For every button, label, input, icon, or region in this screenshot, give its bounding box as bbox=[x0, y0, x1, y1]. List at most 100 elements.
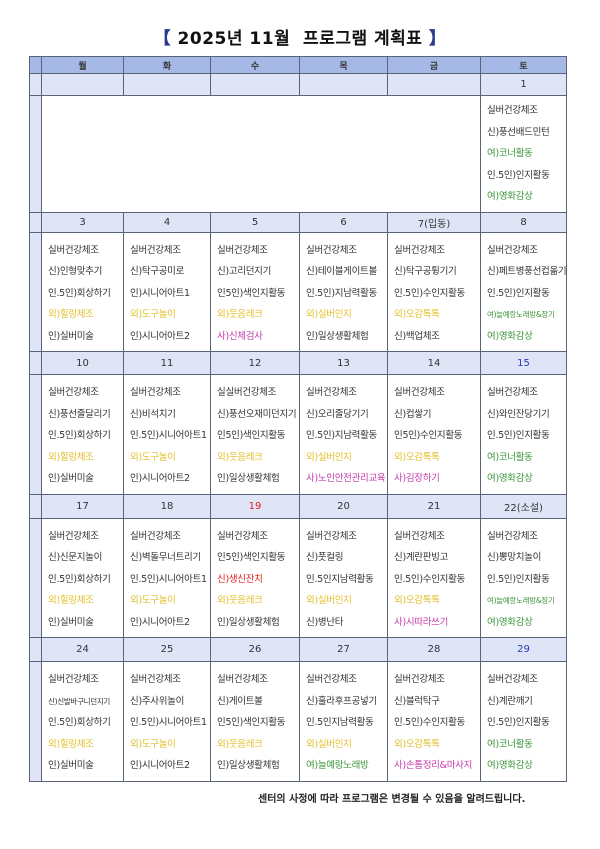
program-item: 인)일상생활체험 bbox=[217, 616, 280, 628]
side-cell bbox=[29, 493, 42, 519]
program-item: 인.5인)회상하기 bbox=[48, 287, 111, 299]
date-row: 3 4 5 6 7(입동) 8 bbox=[29, 211, 567, 233]
side-cell bbox=[29, 351, 42, 375]
empty-days-cell bbox=[41, 95, 481, 213]
weekday-wed: 수 bbox=[210, 56, 300, 74]
date-cell: 10 bbox=[41, 351, 124, 375]
side-cell bbox=[29, 73, 42, 96]
program-item: 인.5인)지남력활동 bbox=[306, 430, 377, 441]
date-cell: 19 bbox=[210, 493, 300, 519]
day-program-cell: 실버건강체조 신)인형맞추기 인.5인)회상하기 외)힐링체조 인)실버미술 bbox=[41, 231, 124, 352]
day-program-cell: 실버건강체조 신)뽕망치놀이 인.5인)인지활동 여)늘예랑노래방&장기 여)영화감상 bbox=[480, 517, 567, 638]
weekday-mon: 월 bbox=[41, 56, 124, 74]
date-cell: 1 bbox=[480, 73, 567, 96]
day-program-cell: 실버건강체조 신)신발바구니던지기 인.5인)회상하기 외)힐링체조 인)실버미술 bbox=[41, 661, 124, 782]
program-item: 사)시따라쓰기 bbox=[394, 616, 449, 628]
title-text: 2025년 11월 프로그램 계획표 bbox=[177, 29, 423, 49]
program-item: 외)오감톡톡 bbox=[394, 451, 440, 463]
program-item: 실버건강체조 bbox=[487, 387, 538, 398]
day-program-cell: 실버건강체조 신)오리줄당기기 인.5인)지남력활동 외)실버인지 사)노인안전관리교육 bbox=[299, 374, 388, 495]
program-item: 외)힐링체조 bbox=[48, 738, 94, 750]
content-row: 실버건강체조 신)인형맞추기 인.5인)회상하기 외)힐링체조 인)실버미술 실버건강체조… bbox=[29, 231, 567, 352]
program-item: 여)늘예랑노래방&장기 bbox=[487, 310, 555, 319]
program-item: 신)병난타 bbox=[306, 616, 344, 628]
program-item: 인)시니어아트2 bbox=[130, 330, 190, 342]
program-item: 실버건강체조 bbox=[306, 387, 357, 398]
program-item: 신)비석치기 bbox=[130, 408, 176, 420]
program-item: 인5인)색인지활동 bbox=[217, 717, 286, 728]
program-item: 신)고리던지기 bbox=[217, 266, 272, 277]
date-row: 24 25 26 27 28 29 bbox=[29, 637, 567, 662]
program-item: 여)영화감상 bbox=[487, 191, 533, 202]
program-item: 신)훌라후프공넣기 bbox=[306, 695, 377, 707]
program-item: 실버건강체조 bbox=[487, 105, 538, 116]
program-item: 인)시니어아트2 bbox=[130, 473, 190, 484]
day-program-cell: 실버건강체조 신)훌라후프공넣기 인.5인지남력활동 외)실버인지 여)늘예랑노래방 bbox=[299, 661, 388, 782]
program-item: 실버건강체조 bbox=[306, 674, 357, 685]
day-program-cell: 실버건강체조 인5인)색인지활동 신)생신잔치 외)웃음레크 인)일상생활체험 bbox=[210, 517, 300, 638]
program-item: 신)신발바구니던지기 bbox=[48, 696, 111, 706]
program-item: 인5인)수인지활동 bbox=[394, 430, 463, 441]
program-item: 신)생신잔치 bbox=[217, 573, 263, 585]
program-item: 신)인형맞추기 bbox=[48, 266, 103, 277]
date-cell: 24 bbox=[41, 637, 124, 662]
program-item: 외)오감톡톡 bbox=[394, 309, 440, 320]
program-item: 인5인)색인지활동 bbox=[217, 430, 286, 441]
content-row: 실버건강체조 신)신문지놀이 인.5인)회상하기 외)힐링체조 인)실버미술 실버건강체조… bbox=[29, 517, 567, 638]
day-program-cell: 실실버건강체조 신)풍선오재미던지기 인5인)색인지활동 외)웃음레크 인)일상생활체험 bbox=[210, 374, 300, 495]
program-item: 인.5인)시니어아트1 bbox=[130, 573, 207, 585]
program-item: 실버건강체조 bbox=[48, 244, 99, 256]
program-item: 외)힐링체조 bbox=[48, 451, 94, 463]
side-cell bbox=[29, 637, 42, 662]
program-item: 인.5인)인지활동 bbox=[487, 169, 550, 181]
side-cell bbox=[29, 374, 42, 495]
program-item: 인)일상생활체험 bbox=[306, 330, 369, 342]
program-item: 인)일상생활체험 bbox=[217, 760, 280, 771]
program-item: 신)벽돌무너트리기 bbox=[130, 552, 201, 563]
program-item: 인.5인)수인지활동 bbox=[394, 573, 465, 585]
program-item: 인5인)색인지활동 bbox=[217, 287, 286, 299]
program-item: 실버건강체조 bbox=[306, 530, 357, 542]
program-item: 인.5인)인지활동 bbox=[487, 430, 550, 441]
weekday-fri: 금 bbox=[387, 56, 481, 74]
program-item: 인)실버미술 bbox=[48, 330, 94, 342]
day-program-cell: 실버건강체조 신)비석치기 인.5인)시니어아트1 외)도구놀이 인)시니어아트2 bbox=[123, 374, 211, 495]
date-cell: 20 bbox=[299, 493, 388, 519]
date-cell: 11 bbox=[123, 351, 211, 375]
program-item: 인.5인)지남력활동 bbox=[306, 287, 377, 299]
program-item: 신)계란판빙고 bbox=[394, 552, 449, 563]
program-item: 실버건강체조 bbox=[394, 244, 445, 256]
program-item: 인)시니어아트2 bbox=[130, 616, 190, 628]
program-item: 사)신체검사 bbox=[217, 330, 263, 342]
date-cell: 28 bbox=[387, 637, 481, 662]
program-item: 신)탁구공튕기기 bbox=[394, 266, 457, 277]
date-cell: 8 bbox=[480, 211, 567, 233]
program-item: 인)일상생활체험 bbox=[217, 473, 280, 484]
footer-notice: 센터의 사정에 따라 프로그램은 변경될 수 있음을 알려드립니다. bbox=[258, 794, 526, 805]
program-item: 신)풍선배드민턴 bbox=[487, 126, 550, 138]
date-cell: 27 bbox=[299, 637, 388, 662]
day-program-cell: 실버건강체조신)페트병풍선컵옮기기인.5인)인지활동여)늘예랑노래방&장기여)영… bbox=[480, 231, 567, 352]
side-header bbox=[29, 56, 42, 74]
program-item: 인)시니어아트1 bbox=[130, 287, 190, 299]
program-item: 신)주사위놀이 bbox=[130, 695, 185, 707]
day-program-cell: 실버건강체조 신)컵쌓기 인5인)수인지활동 외)오감톡톡 사)김장하기 bbox=[387, 374, 481, 495]
program-item: 신)신문지놀이 bbox=[48, 552, 103, 563]
calendar-table: 월 화 수 목 금 토 1 실버건강체조 신)풍선배드민턴 여)코너활동 인.5인)인지… bbox=[29, 56, 567, 782]
date-cell: 14 bbox=[387, 351, 481, 375]
program-item: 실버건강체조 bbox=[130, 674, 181, 685]
content-row: 실버건강체조 신)신발바구니던지기 인.5인)회상하기 외)힐링체조 인)실버미술 실버건… bbox=[29, 661, 567, 782]
date-cell: 15 bbox=[480, 351, 567, 375]
program-item: 실버건강체조 bbox=[487, 244, 538, 256]
program-item: 실버건강체조 bbox=[394, 530, 445, 542]
program-item: 신)블럭탁구 bbox=[394, 695, 440, 707]
program-item: 인.5인)회상하기 bbox=[48, 573, 111, 585]
program-item: 외)도구놀이 bbox=[130, 309, 176, 320]
date-cell: 3 bbox=[41, 211, 124, 233]
day-program-cell: 실버건강체조 신)블럭탁구 인.5인)수인지활동 외)오감톡톡 사)손톱정리&마사지 bbox=[387, 661, 481, 782]
program-item: 신)와인잔당기기 bbox=[487, 408, 550, 420]
program-item: 인.5인)시니어아트1 bbox=[130, 430, 207, 441]
program-item: 실버건강체조 bbox=[394, 387, 445, 398]
side-cell bbox=[29, 211, 42, 233]
date-cell: 6 bbox=[299, 211, 388, 233]
